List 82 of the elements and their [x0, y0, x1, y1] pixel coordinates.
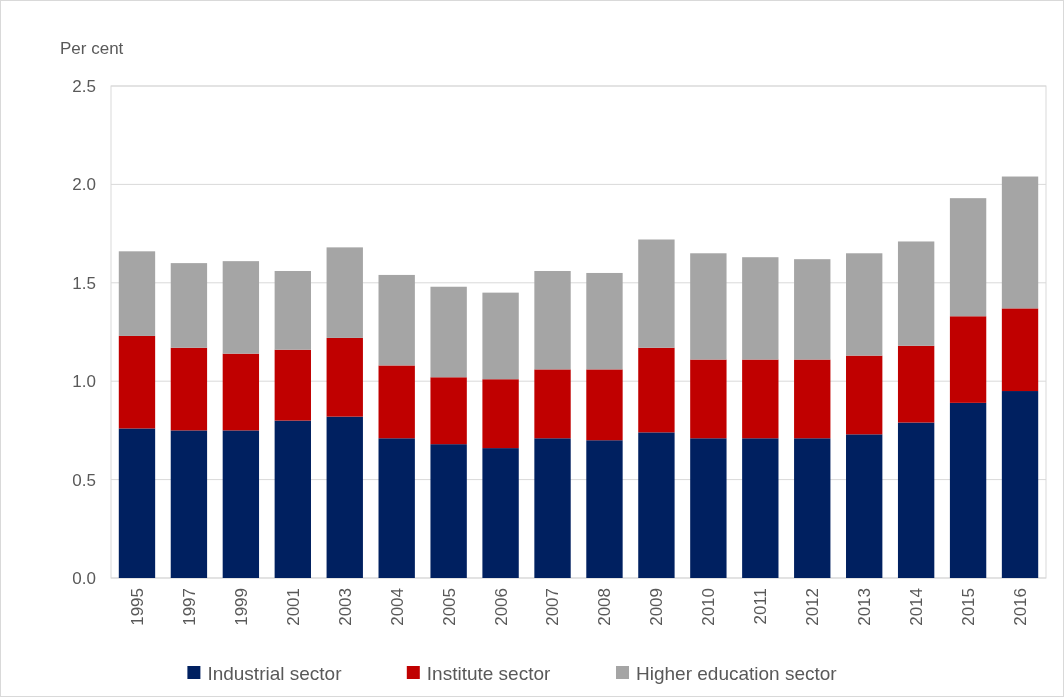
- bar: [430, 377, 467, 445]
- bar: [378, 274, 415, 366]
- bar: [949, 316, 987, 403]
- y-tick-label: 0.0: [72, 568, 96, 588]
- y-tick-label: 1.5: [72, 273, 96, 293]
- bar: [897, 422, 935, 578]
- x-tick-label: 2003: [335, 588, 355, 626]
- bar: [690, 359, 727, 439]
- x-tick-label: 2013: [855, 588, 875, 626]
- bar: [534, 270, 571, 370]
- bar: [742, 257, 779, 360]
- x-tick-label: 2015: [959, 588, 979, 626]
- x-tick-label: 1995: [127, 588, 147, 626]
- x-tick-label: 2004: [387, 588, 407, 626]
- x-tick-label: 2007: [543, 588, 563, 626]
- bar: [482, 292, 519, 380]
- bar: [1001, 176, 1039, 309]
- bar: [482, 448, 519, 578]
- bar: [638, 239, 675, 348]
- bar: [794, 359, 831, 439]
- legend-label: Industrial sector: [207, 662, 343, 684]
- bar: [846, 434, 883, 578]
- bar: [586, 369, 623, 441]
- x-tick-label: 2001: [283, 588, 303, 626]
- x-tick-label: 2012: [803, 588, 823, 626]
- bar: [742, 438, 779, 578]
- bar: [638, 432, 675, 578]
- bar: [170, 347, 208, 431]
- bar: [274, 270, 311, 350]
- legend-label: Higher education sector: [636, 662, 838, 684]
- bar: [170, 430, 208, 578]
- x-tick-label: 2014: [907, 588, 927, 626]
- x-tick-label: 2006: [491, 588, 511, 626]
- bar: [794, 259, 831, 360]
- x-tick-label: 2008: [595, 588, 615, 626]
- bar: [742, 359, 779, 439]
- bar: [482, 379, 519, 449]
- bar: [846, 253, 883, 356]
- legend-label: Institute sector: [426, 662, 552, 684]
- bar: [326, 247, 363, 338]
- bar: [690, 438, 727, 578]
- bar: [897, 241, 935, 346]
- bar: [1001, 308, 1039, 392]
- bar: [1001, 391, 1039, 578]
- bar: [326, 337, 363, 417]
- bar: [586, 272, 623, 370]
- bar: [897, 345, 935, 423]
- bar: [586, 440, 623, 578]
- y-tick-label: 2.0: [72, 175, 96, 195]
- bar: [118, 335, 156, 429]
- bar: [430, 286, 467, 378]
- bar: [430, 444, 467, 578]
- bar: [222, 261, 260, 354]
- bar: [222, 353, 260, 431]
- y-tick-label: 2.5: [72, 76, 96, 96]
- bar: [170, 263, 208, 348]
- bar: [690, 253, 727, 360]
- bar: [274, 420, 311, 578]
- bar: [534, 438, 571, 578]
- bar: [118, 251, 156, 336]
- bar: [846, 355, 883, 435]
- x-tick-label: 2011: [751, 588, 771, 625]
- x-tick-label: 2016: [1010, 588, 1030, 626]
- bar: [326, 416, 363, 578]
- x-tick-label: 2010: [699, 588, 719, 626]
- bar: [118, 428, 156, 578]
- bar: [949, 402, 987, 578]
- bar: [222, 430, 260, 578]
- bar: [949, 198, 987, 317]
- bar: [378, 438, 415, 578]
- y-tick-label: 1.0: [72, 372, 96, 392]
- x-tick-label: 1997: [179, 588, 199, 626]
- y-tick-label: 0.5: [72, 470, 96, 490]
- bar: [378, 365, 415, 439]
- bar: [794, 438, 831, 578]
- bar: [638, 347, 675, 433]
- bar: [534, 369, 571, 439]
- x-tick-label: 1999: [231, 588, 251, 626]
- y-axis-title: Per cent: [60, 39, 124, 58]
- x-tick-label: 2005: [439, 588, 459, 626]
- x-tick-label: 2009: [647, 588, 667, 626]
- bar: [274, 349, 311, 421]
